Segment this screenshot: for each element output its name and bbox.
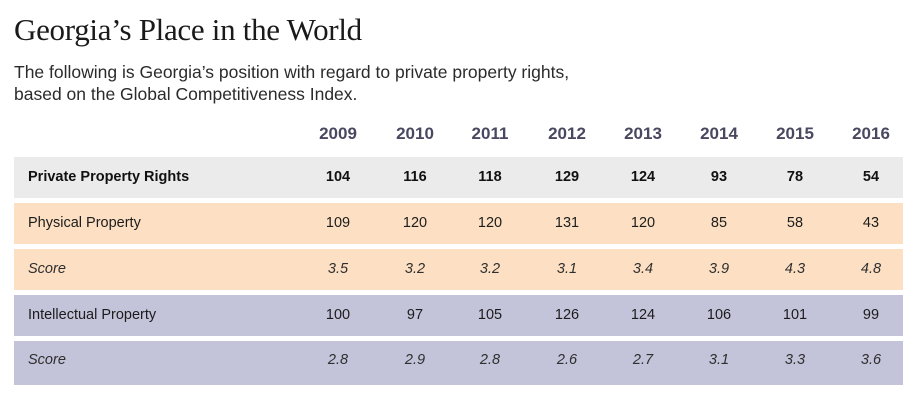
table-cell: 120	[477, 215, 503, 231]
table-cell: 2.8	[479, 352, 501, 368]
table-cell: 2.7	[632, 352, 654, 368]
row-label: Physical Property	[28, 215, 141, 231]
table-cell: 93	[710, 169, 728, 185]
table-row-physical-score: Score 3.5 3.2 3.2 3.1 3.4 3.9 4.3 4.8	[14, 249, 903, 290]
table-cell: 104	[325, 169, 351, 185]
table-cell: 105	[477, 307, 503, 323]
table-cell: 3.6	[860, 352, 882, 368]
row-label: Score	[28, 352, 66, 368]
table-cell: 58	[786, 215, 804, 231]
table-cell: 3.2	[404, 261, 426, 277]
table-cell: 116	[403, 169, 427, 185]
table-cell: 3.9	[708, 261, 730, 277]
table-cell: 3.1	[556, 261, 578, 277]
table-cell: 118	[478, 169, 502, 185]
table-cell: 126	[554, 307, 580, 323]
table-cell: 3.2	[479, 261, 501, 277]
table-cell: 3.3	[784, 352, 806, 368]
table-cell: 101	[782, 307, 808, 323]
table-cell: 85	[710, 215, 728, 231]
table-cell: 54	[862, 169, 880, 185]
table-cell: 100	[325, 307, 351, 323]
table-cell: 97	[406, 307, 424, 323]
table-cell: 124	[630, 169, 656, 185]
page-title: Georgia’s Place in the World	[14, 12, 362, 47]
table-cell: 3.5	[327, 261, 349, 277]
table-cell: 2.6	[556, 352, 578, 368]
table-cell: 3.1	[708, 352, 730, 368]
table-row-intellectual-property: Intellectual Property 100 97 105 126 124…	[14, 295, 903, 336]
year-header: 2009	[319, 124, 357, 143]
table-cell: 3.4	[632, 261, 654, 277]
table-cell: 124	[630, 307, 656, 323]
year-header-row: 2009 2010 2011 2012 2013 2014 2015 2016	[14, 122, 903, 146]
table-cell: 4.3	[784, 261, 806, 277]
table-row-intellectual-score: Score 2.8 2.9 2.8 2.6 2.7 3.1 3.3 3.6	[14, 341, 903, 385]
page-subtitle: The following is Georgia’s position with…	[14, 62, 570, 104]
table-cell: 109	[325, 215, 351, 231]
table-row-private-property-rights: Private Property Rights 104 116 118 129 …	[14, 157, 903, 198]
year-header: 2012	[548, 124, 586, 143]
row-label: Score	[28, 261, 66, 277]
row-label: Intellectual Property	[28, 307, 157, 323]
year-header: 2016	[852, 124, 890, 143]
table-cell: 4.8	[860, 261, 882, 277]
table-cell: 78	[786, 169, 804, 185]
year-header: 2014	[700, 124, 738, 143]
year-header: 2011	[471, 124, 509, 143]
table-cell: 120	[630, 215, 656, 231]
row-label: Private Property Rights	[28, 169, 190, 185]
table-row-physical-property: Physical Property 109 120 120 131 120 85…	[14, 203, 903, 244]
table-cell: 2.8	[327, 352, 349, 368]
property-rights-table: Private Property Rights 104 116 118 129 …	[14, 157, 903, 390]
table-cell: 99	[862, 307, 880, 323]
table-cell: 131	[554, 215, 580, 231]
table-cell: 129	[554, 169, 580, 185]
year-header: 2010	[396, 124, 434, 143]
year-header: 2015	[776, 124, 814, 143]
table-cell: 120	[402, 215, 428, 231]
table-cell: 43	[862, 215, 880, 231]
table-cell: 106	[706, 307, 732, 323]
table-cell: 2.9	[404, 352, 426, 368]
year-header: 2013	[624, 124, 662, 143]
